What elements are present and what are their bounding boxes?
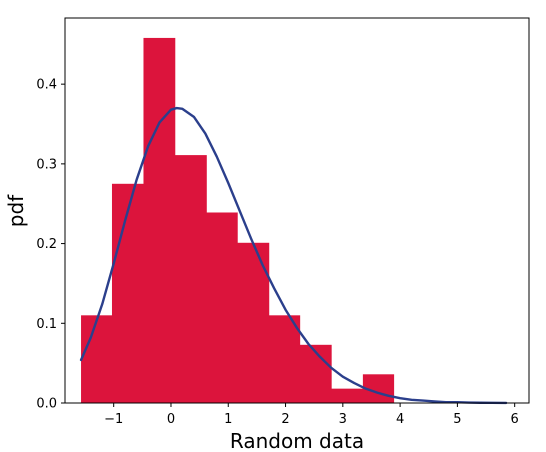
x-tick-label: 1 (224, 412, 232, 427)
x-tick-label: −1 (104, 412, 123, 427)
y-tick-label: 0.0 (36, 397, 57, 412)
x-axis-ticks: −1 0 1 2 3 4 5 6 (104, 403, 519, 427)
histogram-bars (81, 37, 395, 403)
histogram-bar (268, 315, 301, 403)
y-axis-label: pdf (4, 194, 28, 227)
histogram-bar (331, 388, 364, 403)
x-tick-label: 6 (511, 412, 519, 427)
x-tick-label: 2 (281, 412, 289, 427)
x-tick-label: 0 (167, 412, 175, 427)
histogram-bar (111, 183, 144, 403)
x-tick-label: 3 (339, 412, 347, 427)
histogram-bar (206, 212, 238, 403)
x-axis-label: Random data (230, 429, 364, 452)
y-axis-ticks: 0.0 0.1 0.2 0.3 0.4 (36, 78, 65, 412)
pdf-curve (79, 106, 508, 405)
y-tick-label: 0.2 (36, 237, 57, 252)
histogram-bar (143, 37, 176, 403)
y-tick-label: 0.4 (36, 78, 57, 93)
histogram-bar (299, 344, 332, 403)
x-tick-label: 5 (453, 412, 461, 427)
y-tick-label: 0.3 (36, 157, 57, 172)
x-tick-label: 4 (396, 412, 404, 427)
plot-frame (64, 17, 530, 404)
histogram-bar (174, 155, 207, 403)
y-tick-label: 0.1 (36, 317, 57, 332)
histogram-bar (81, 315, 113, 403)
